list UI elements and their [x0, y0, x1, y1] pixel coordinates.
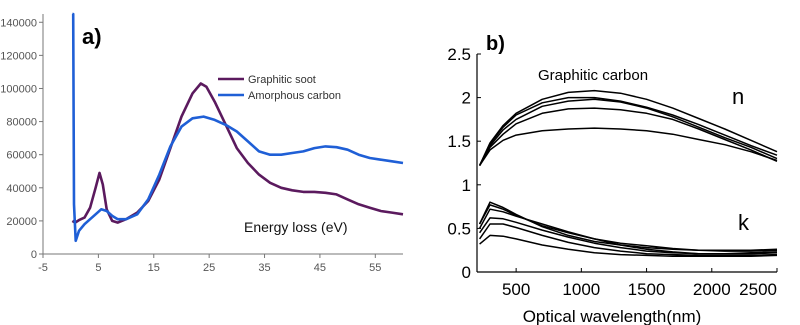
series-line-n-1: [478, 89, 778, 166]
series-line-n-2: [478, 96, 778, 166]
panel-b-annotation-k: k: [738, 210, 750, 235]
panel-a-series: [71, 12, 404, 243]
panel-a-ticks: 0 20000 40000 60000 80000 100000 120000 140000 -…: [0, 17, 381, 274]
panel-b-xlabel: Optical wavelength(nm): [523, 307, 702, 325]
panel-b-axes: [476, 54, 777, 273]
panel-a-ytick-label: 0: [31, 249, 37, 261]
panel-a-xtick-label: 15: [148, 262, 160, 274]
panel-a-axes: [42, 14, 403, 255]
panel-b-label: b): [486, 33, 505, 55]
panel-b-xtick-label: 1500: [628, 280, 666, 299]
panel-a-ytick-label: 20000: [6, 216, 37, 228]
panel-b-xtick-label: 500: [502, 280, 530, 299]
panel-a-label: a): [82, 24, 102, 49]
series-line-k-1: [479, 234, 778, 258]
panel-a-chart: 0 20000 40000 60000 80000 100000 120000 140000 -…: [0, 12, 404, 274]
panel-a-xtick-label: 25: [203, 262, 215, 274]
panel-a-legend: Graphitic soot Amorphous carbon: [218, 74, 341, 102]
panel-b-chart: 0 0.5 1 1.5 2 2.5 500 1000 1500 2000 2500 b) Graph…: [447, 33, 778, 325]
panel-b-ytick-label: 1: [462, 176, 471, 195]
panel-a-ytick-label: 60000: [6, 150, 37, 162]
series-line-n-4: [478, 107, 778, 166]
panel-b-xtick-label: 1000: [562, 280, 600, 299]
panel-a-xtick-label: 35: [258, 262, 270, 274]
legend-label-graphitic-soot: Graphitic soot: [248, 74, 316, 86]
series-line-k-1: [478, 201, 778, 251]
panel-b-title: Graphitic carbon: [538, 67, 648, 84]
series-line-k-4: [478, 217, 778, 255]
panel-a-ytick-label: 80000: [6, 117, 37, 129]
panel-b-ytick-label: 0.5: [447, 219, 471, 238]
panel-b-annotation-n: n: [732, 84, 744, 109]
panel-b-ytick-label: 2: [462, 89, 471, 108]
panel-b-ytick-label: 0: [462, 263, 471, 282]
series-line-amorphous-carbon: [71, 12, 404, 243]
panel-a-axis-annotation: Energy loss (eV): [244, 219, 347, 235]
panel-b-series: [478, 89, 778, 258]
panel-a-ytick-label: 100000: [0, 83, 37, 95]
panel-a-ytick-label: 120000: [0, 50, 37, 62]
series-line-k-2: [478, 204, 778, 252]
panel-b-xtick-label: 2500: [739, 280, 777, 299]
panel-a-ytick-label: 140000: [0, 17, 37, 29]
panel-a-ytick-label: 40000: [6, 183, 37, 195]
series-line-k-3: [478, 208, 778, 255]
panel-a-xtick-label: 5: [95, 262, 101, 274]
series-line-n-3: [478, 98, 778, 166]
panel-a-xtick-label: -5: [38, 262, 48, 274]
legend-label-amorphous-carbon: Amorphous carbon: [248, 90, 341, 102]
panel-b-ytick-label: 1.5: [447, 132, 471, 151]
panel-b-xtick-label: 2000: [693, 280, 731, 299]
panel-b-ticks: 0 0.5 1 1.5 2 2.5 500 1000 1500 2000 2500: [447, 45, 778, 299]
panel-b-ytick-label: 2.5: [447, 45, 471, 64]
panel-a-xtick-label: 45: [314, 262, 326, 274]
series-line-graphitic-soot: [71, 82, 404, 224]
panel-a-xtick-label: 55: [369, 262, 381, 274]
series-line-k-5: [478, 223, 778, 257]
series-line-n-5: [478, 127, 778, 167]
